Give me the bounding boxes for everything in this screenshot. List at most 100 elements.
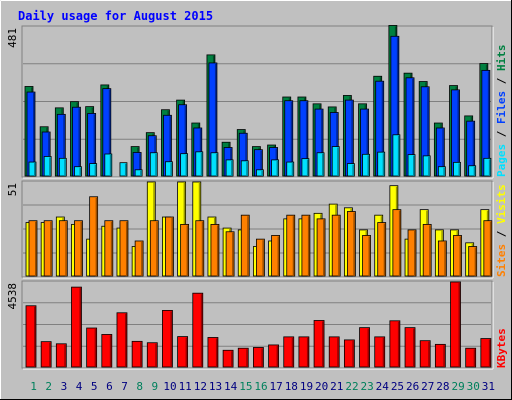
bar-sites-day-28 bbox=[437, 240, 447, 277]
bar-shade-files-day-1 bbox=[33, 93, 35, 176]
bar-pages-day-2 bbox=[43, 156, 52, 177]
bar-sites-day-15 bbox=[240, 214, 250, 277]
bar-shade-pages-day-20 bbox=[322, 153, 324, 176]
bar-shade-kbytes-day-9 bbox=[155, 343, 157, 367]
bar-kbytes-day-29 bbox=[450, 281, 461, 368]
legend-part-hits_files_pages-1: / bbox=[495, 124, 508, 144]
bar-sites-day-21 bbox=[331, 214, 341, 277]
bar-shade-files-day-25 bbox=[396, 37, 399, 177]
bar-shade-pages-day-21 bbox=[337, 147, 339, 176]
bar-pages-day-17 bbox=[271, 159, 279, 177]
panel-visits_sites-ymax-label: 51 bbox=[6, 183, 19, 196]
x-tick-day-16: 16 bbox=[254, 380, 267, 393]
bar-shade-sites-day-4 bbox=[80, 221, 82, 276]
bar-shade-files-day-27 bbox=[427, 87, 429, 176]
bar-shade-files-day-5 bbox=[93, 114, 96, 176]
bar-shade-kbytes-day-3 bbox=[64, 344, 66, 367]
bar-pages-day-4 bbox=[74, 166, 82, 177]
legend-part-visits_sites-0: Sites bbox=[495, 244, 508, 277]
panel-hits_files_pages: 481 Pages / Files / Hits bbox=[6, 25, 508, 179]
bar-kbytes-day-26 bbox=[404, 327, 416, 368]
bar-shade-sites-day-15 bbox=[247, 216, 249, 276]
bar-shade-sites-day-19 bbox=[307, 216, 310, 276]
bar-sites-day-7 bbox=[119, 220, 129, 277]
bar-sites-day-16 bbox=[256, 238, 265, 277]
bar-shade-files-day-31 bbox=[487, 71, 490, 176]
bar-kbytes-day-21 bbox=[328, 336, 340, 368]
bar-shade-sites-day-25 bbox=[398, 210, 401, 276]
bar-sites-day-27 bbox=[422, 223, 432, 277]
bar-sites-day-25 bbox=[392, 209, 402, 277]
x-tick-day-24: 24 bbox=[376, 380, 390, 393]
bar-pages-day-13 bbox=[210, 152, 219, 177]
bar-kbytes-day-31 bbox=[480, 338, 492, 368]
bar-shade-sites-day-17 bbox=[277, 236, 280, 276]
bar-sites-day-14 bbox=[225, 231, 235, 277]
x-tick-day-31: 31 bbox=[482, 380, 495, 393]
x-tick-day-30: 30 bbox=[467, 380, 480, 393]
bar-kbytes-day-6 bbox=[101, 334, 113, 368]
x-tick-day-19: 19 bbox=[300, 380, 313, 393]
bar-shade-sites-day-14 bbox=[232, 232, 234, 276]
bar-sites-day-10 bbox=[165, 216, 174, 277]
bar-shade-kbytes-day-2 bbox=[49, 342, 51, 367]
x-tick-day-20: 20 bbox=[315, 380, 328, 393]
bar-shade-pages-day-17 bbox=[276, 160, 279, 176]
bar-shade-kbytes-day-6 bbox=[109, 335, 112, 367]
bar-kbytes-day-25 bbox=[389, 320, 401, 368]
bar-shade-sites-day-24 bbox=[383, 223, 386, 276]
panel-kbytes: 4538 KBytes bbox=[6, 280, 508, 370]
bar-pages-day-23 bbox=[362, 153, 370, 177]
panel-kbytes-frame-shadow bbox=[21, 280, 493, 369]
bar-pages-day-10 bbox=[165, 161, 173, 177]
bar-shade-kbytes-day-27 bbox=[428, 341, 430, 367]
bar-shade-files-day-2 bbox=[48, 133, 50, 176]
panel-visits_sites: 51 Sites / Visits bbox=[6, 180, 508, 279]
x-tick-day-26: 26 bbox=[406, 380, 419, 393]
bar-shade-kbytes-day-19 bbox=[306, 337, 309, 367]
bar-shade-sites-day-31 bbox=[489, 221, 492, 276]
bar-shade-files-day-23 bbox=[366, 110, 369, 176]
x-tick-day-22: 22 bbox=[345, 380, 358, 393]
bar-shade-sites-day-7 bbox=[125, 221, 128, 276]
bar-shade-pages-day-2 bbox=[49, 157, 51, 176]
bar-kbytes-day-7 bbox=[116, 312, 128, 368]
bar-sites-day-12 bbox=[195, 220, 205, 277]
bar-sites-day-5 bbox=[89, 196, 99, 277]
bar-shade-pages-day-10 bbox=[170, 162, 172, 176]
bar-pages-day-29 bbox=[453, 161, 461, 177]
legend-part-hits_files_pages-2: Files bbox=[495, 91, 508, 124]
bar-shade-kbytes-day-31 bbox=[488, 339, 491, 367]
bar-shade-pages-day-4 bbox=[79, 167, 81, 176]
x-tick-day-3: 3 bbox=[61, 380, 68, 393]
bar-kbytes-day-2 bbox=[40, 341, 52, 368]
bar-kbytes-day-12 bbox=[192, 292, 204, 368]
bar-shade-sites-day-2 bbox=[50, 221, 52, 276]
bar-kbytes-day-11 bbox=[177, 336, 189, 368]
bar-shade-sites-day-8 bbox=[141, 241, 143, 276]
bar-kbytes-day-20 bbox=[313, 320, 325, 368]
x-tick-day-18: 18 bbox=[285, 380, 298, 393]
bar-shade-files-day-18 bbox=[290, 101, 293, 176]
bar-shade-kbytes-day-15 bbox=[246, 349, 248, 367]
bar-sites-day-24 bbox=[377, 222, 387, 277]
bar-sites-day-6 bbox=[104, 220, 114, 277]
bar-kbytes-day-24 bbox=[374, 336, 386, 368]
bar-shade-files-day-11 bbox=[184, 105, 187, 176]
bar-shade-kbytes-day-23 bbox=[367, 328, 370, 367]
x-tick-day-5: 5 bbox=[91, 380, 98, 393]
bar-shade-kbytes-day-8 bbox=[140, 342, 142, 367]
bar-sites-day-4 bbox=[74, 220, 83, 277]
bar-shade-pages-day-3 bbox=[64, 159, 66, 176]
bar-shade-sites-day-29 bbox=[459, 236, 462, 276]
bar-shade-files-day-19 bbox=[305, 101, 308, 176]
x-tick-day-1: 1 bbox=[30, 380, 37, 393]
bar-shade-sites-day-9 bbox=[156, 221, 158, 276]
x-tick-day-9: 9 bbox=[152, 380, 159, 393]
bar-pages-day-31 bbox=[483, 157, 492, 177]
bar-pages-day-12 bbox=[195, 151, 204, 177]
bar-pages-day-5 bbox=[89, 163, 98, 177]
bar-shade-pages-day-1 bbox=[34, 163, 36, 176]
bar-shade-sites-day-30 bbox=[474, 247, 477, 276]
bar-shade-kbytes-day-5 bbox=[94, 329, 97, 367]
